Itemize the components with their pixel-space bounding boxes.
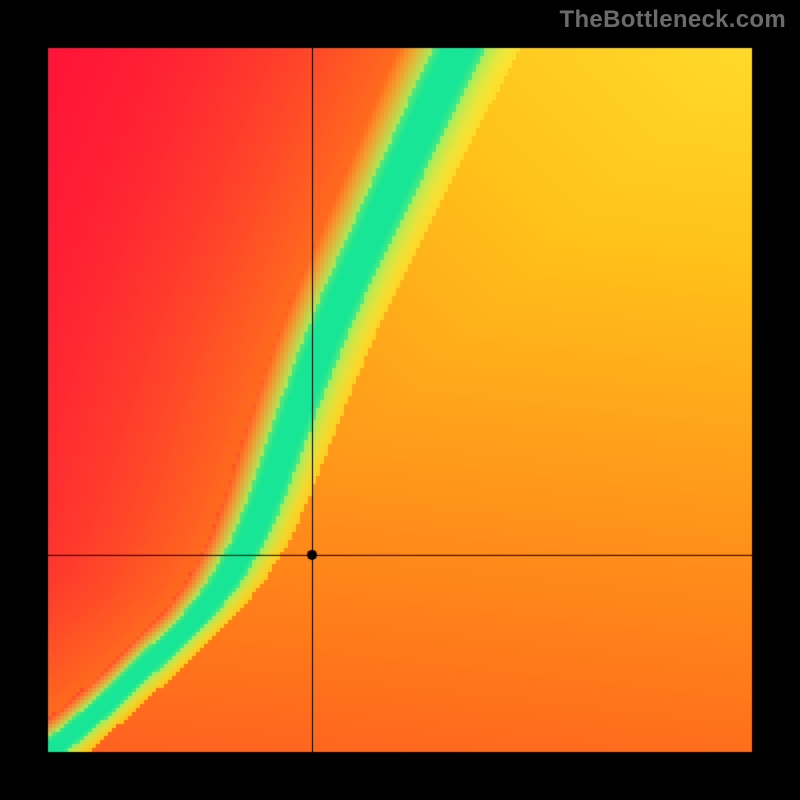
- watermark-text: TheBottleneck.com: [560, 6, 786, 34]
- heatmap-canvas: [0, 0, 800, 800]
- bottleneck-heatmap-container: TheBottleneck.com: [0, 0, 800, 800]
